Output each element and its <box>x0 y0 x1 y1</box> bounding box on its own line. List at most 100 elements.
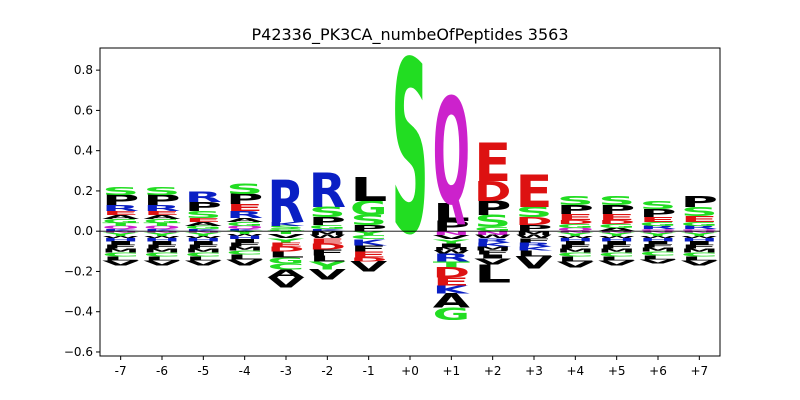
logo-letter-G: G <box>474 226 511 232</box>
logo-letter-Q: Q <box>143 225 180 230</box>
x-tick-label: +5 <box>608 364 626 378</box>
logo-letter-D: D <box>433 265 470 281</box>
logo-letter-R: R <box>185 190 222 206</box>
logo-letter-G: G <box>639 221 676 227</box>
logo-letter-R: R <box>474 237 511 243</box>
logo-letter-W: W <box>226 234 263 237</box>
y-tick-label: −0.6 <box>64 345 93 359</box>
logo-letter-T: T <box>267 230 305 235</box>
logo-letter-M: M <box>474 245 511 251</box>
logo-letter-L: L <box>350 171 387 209</box>
logo-letter-P: P <box>309 215 346 228</box>
logo-letter-N: N <box>143 231 180 234</box>
logo-letter-A: A <box>433 290 471 313</box>
logo-letter-Y: Y <box>556 232 594 237</box>
logo-letter-M: M <box>557 247 594 253</box>
logo-letter-D: D <box>515 215 552 228</box>
logo-letter-E: E <box>143 210 180 216</box>
logo-letter-N: N <box>598 231 635 234</box>
logo-letter-Y: Y <box>680 232 718 237</box>
logo-letter-L: L <box>474 259 511 288</box>
x-tick-label: +2 <box>484 364 502 378</box>
logo-letter-L: L <box>143 255 180 261</box>
logo-letter-F: F <box>598 243 635 249</box>
logo-letter-R: R <box>681 225 718 230</box>
logo-letter-K: K <box>102 229 140 232</box>
logo-letter-P: P <box>350 223 387 233</box>
x-tick-label: -2 <box>321 364 333 378</box>
logo-letter-N: N <box>474 230 511 236</box>
logo-letter-W: W <box>143 236 180 239</box>
logo-letter-K: K <box>474 241 512 247</box>
x-tick-label: +7 <box>690 364 708 378</box>
logo-letter-E: E <box>185 217 222 223</box>
logo-letter-I: I <box>598 240 635 245</box>
logo-letter-F: F <box>515 237 552 243</box>
logo-letter-C: C <box>267 262 304 272</box>
logo-letter-C: C <box>143 251 180 257</box>
logo-letter-H: H <box>557 238 594 243</box>
logo-letter-K: K <box>350 238 388 248</box>
logo-letter-W: W <box>598 236 635 239</box>
logo-letter-W: W <box>102 236 139 239</box>
logo-letter-P: P <box>681 193 718 211</box>
logo-letter-S: S <box>185 209 222 220</box>
logo-letter-Y: Y <box>101 232 139 237</box>
logo-letter-D: D <box>309 242 346 252</box>
y-tick-label: −0.2 <box>64 264 93 278</box>
logo-letter-V: V <box>557 260 595 270</box>
logo-letter-Y: Y <box>142 232 180 237</box>
logo-letter-R: R <box>309 165 346 219</box>
logo-letter-Q: Q <box>433 69 470 238</box>
logo-letter-E: E <box>350 250 387 260</box>
logo-letter-D: D <box>557 219 594 226</box>
logo-letter-R: R <box>102 204 139 214</box>
logo-letter-Y: Y <box>349 230 387 236</box>
logo-letter-W: W <box>515 234 552 239</box>
logo-letter-G: G <box>309 224 346 230</box>
logo-letter-A: A <box>143 214 181 220</box>
logo-letter-V: V <box>267 275 305 291</box>
logo-letter-S: S <box>681 205 718 220</box>
logo-letter-R: R <box>226 210 263 221</box>
logo-letter-P: P <box>185 200 222 214</box>
logo-letter-H: H <box>681 238 718 243</box>
logo-letter-S: S <box>598 193 635 208</box>
logo-letter-S: S <box>143 185 180 198</box>
x-tick-label: +4 <box>566 364 584 378</box>
logo-letter-N: N <box>639 231 676 234</box>
logo-letter-A: A <box>226 217 264 223</box>
logo-letter-Y: Y <box>266 237 304 243</box>
logo-letter-R: R <box>267 169 304 236</box>
logo-letter-S: S <box>267 225 304 230</box>
logo-letter-E: E <box>639 216 676 224</box>
logo-letter-S: S <box>102 185 139 198</box>
logo-letter-G: G <box>185 225 222 230</box>
logo-letter-V: V <box>598 259 636 267</box>
logo-letter-V: V <box>515 254 552 273</box>
logo-letter-I: I <box>226 238 263 243</box>
x-tick-label: -7 <box>115 364 127 378</box>
logo-letter-M: M <box>515 230 552 236</box>
logo-letter-P: P <box>102 192 139 208</box>
logo-letter-H: H <box>226 236 263 241</box>
logo-letter-G: G <box>598 223 635 229</box>
logo-letter-M: M <box>185 247 222 253</box>
y-tick-label: −0.4 <box>64 305 93 319</box>
logo-letter-V: V <box>226 258 264 268</box>
logo-letter-F: F <box>309 248 346 258</box>
x-tick-label: -3 <box>280 364 292 378</box>
logo-letter-G: G <box>226 221 263 227</box>
logo-letter-G: G <box>143 218 180 224</box>
logo-letter-I: I <box>433 242 470 248</box>
logo-letter-K: K <box>267 221 305 227</box>
logo-letter-I: I <box>681 240 718 245</box>
logo-letter-A: A <box>185 221 223 227</box>
logo-letter-E: E <box>598 213 635 223</box>
logo-letter-V: V <box>350 259 388 275</box>
logo-letter-Q: Q <box>681 229 718 232</box>
logo-letter-V: V <box>309 267 347 283</box>
logo-letter-L: L <box>598 255 635 261</box>
logo-letter-F: F <box>639 244 676 249</box>
logo-letter-L: L <box>185 255 222 261</box>
